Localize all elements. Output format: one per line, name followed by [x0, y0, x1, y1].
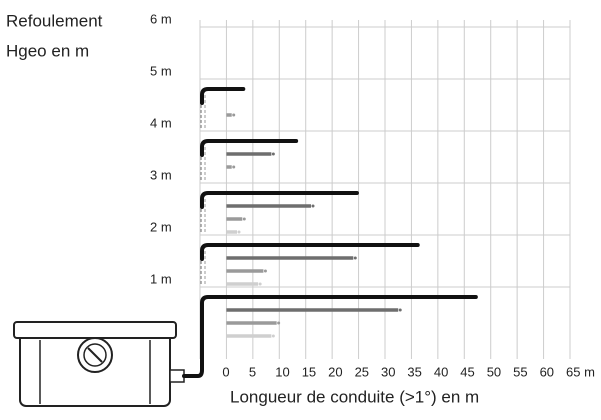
pipe-end: [398, 308, 402, 312]
pipe: [200, 87, 245, 105]
y-tick-label: 2 m: [150, 219, 172, 234]
pipe: [182, 295, 477, 378]
pump: [13, 321, 185, 407]
pipe: [200, 191, 358, 209]
x-tick-label: 25: [355, 364, 369, 379]
pipe-end: [354, 191, 359, 195]
pipe-end: [311, 204, 315, 208]
pipe: [200, 139, 298, 157]
pipe-end: [271, 152, 275, 156]
x-axis-label: Longueur de conduite (>1°) en m: [230, 387, 479, 406]
x-tick-label: 50: [487, 364, 501, 379]
pipe-end: [258, 282, 262, 286]
pipe-end: [232, 165, 236, 169]
x-tick-label: 15: [302, 364, 316, 379]
y-tick-label: 5 m: [150, 63, 172, 78]
x-tick-label: 45: [460, 364, 474, 379]
chart-subtitle: Hgeo en m: [6, 41, 89, 60]
x-tick-label: 40: [434, 364, 448, 379]
pipe-end: [241, 87, 246, 91]
x-tick-label: 65 m: [566, 364, 595, 379]
y-tick-label: 6 m: [150, 11, 172, 26]
pipe-end: [232, 113, 236, 117]
pipe-end: [277, 321, 281, 325]
pipe: [200, 243, 419, 261]
pipe-end: [294, 139, 299, 143]
x-tick-label: 5: [249, 364, 256, 379]
x-tick-label: 10: [275, 364, 289, 379]
pipe-end: [473, 295, 478, 299]
pipe-end: [415, 243, 420, 247]
pipe-end: [271, 334, 275, 338]
chart-title: Refoulement: [6, 11, 103, 30]
grid: [199, 20, 571, 359]
y-tick-label: 4 m: [150, 115, 172, 130]
y-tick-label: 1 m: [150, 271, 172, 286]
x-tick-label: 30: [381, 364, 395, 379]
x-tick-label: 55: [513, 364, 527, 379]
y-tick-label: 3 m: [150, 167, 172, 182]
pipe-end: [242, 217, 246, 221]
pipe-end: [263, 269, 267, 273]
pipe-end: [353, 256, 357, 260]
pipe-end: [237, 230, 241, 234]
x-tick-label: 0: [222, 364, 229, 379]
x-tick-label: 60: [540, 364, 554, 379]
x-tick-label: 20: [328, 364, 342, 379]
x-tick-label: 35: [407, 364, 421, 379]
